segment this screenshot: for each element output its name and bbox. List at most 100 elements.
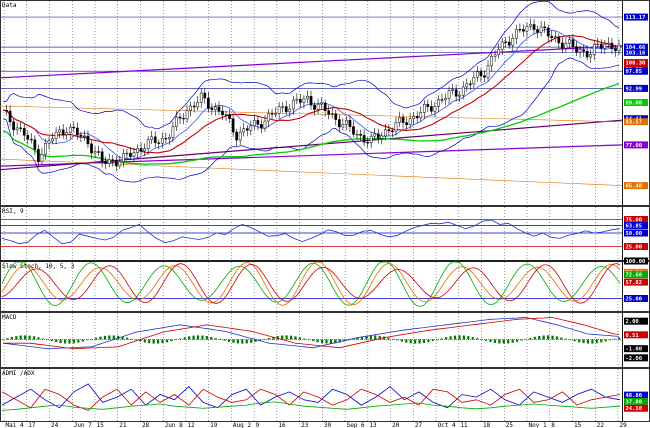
x-tick-label-7: Jun 8 — [165, 422, 183, 428]
price-candle-70 — [249, 125, 253, 131]
x-tick-label-18: 27 — [415, 422, 423, 428]
price-candle-72 — [256, 120, 260, 125]
price-candle-54 — [192, 105, 196, 108]
price-candle-13 — [47, 140, 51, 144]
price-candle-47 — [168, 136, 171, 140]
macd-hist-bar-133 — [591, 339, 594, 344]
bollinger-upper — [2, 0, 620, 130]
macd-hist-bar-8 — [37, 337, 40, 340]
macd-hist-bar-99 — [440, 338, 443, 340]
macd-hist-bar-115 — [511, 339, 514, 343]
price-candle-74 — [263, 120, 267, 129]
price-candle-92 — [327, 110, 331, 115]
price-candle-159 — [564, 43, 568, 49]
macd-hist-bar-137 — [609, 339, 612, 341]
macd-hist-bar-110 — [489, 339, 492, 342]
channel-lower-line — [0, 144, 623, 167]
price-candle-140 — [497, 49, 500, 56]
price-candle-64 — [228, 114, 231, 119]
level-tag-0-1 — [624, 43, 648, 51]
macd-hist-bar-88 — [391, 339, 395, 340]
x-tick-label-25: 15 — [574, 422, 582, 428]
macd-hist-bar-36 — [161, 339, 164, 344]
level-tag-2-4 — [624, 295, 648, 302]
level-label-0-3: 100.30 — [626, 61, 646, 67]
price-candle-16 — [58, 129, 61, 133]
price-candle-85 — [302, 98, 306, 103]
price-candle-66 — [235, 131, 239, 141]
macd-hist-bar-41 — [183, 337, 186, 340]
macd-hist-bar-128 — [569, 339, 572, 341]
level-tag-2-3 — [624, 278, 648, 286]
macd-hist-bar-45 — [201, 335, 204, 340]
level-tag-1-2 — [624, 229, 648, 237]
price-candle-150 — [532, 24, 536, 30]
price-candle-121 — [430, 106, 433, 112]
level-tag-0-7 — [624, 99, 648, 106]
price-candle-96 — [341, 124, 345, 128]
price-candle-73 — [260, 124, 263, 129]
macd-hist-bar-3 — [15, 336, 18, 340]
price-candle-105 — [373, 133, 377, 137]
bollinger-lower — [2, 57, 620, 183]
macd-hist-bar-58 — [258, 339, 262, 341]
price-candle-136 — [483, 75, 486, 78]
price-candle-98 — [348, 119, 352, 127]
price-candle-2 — [8, 110, 12, 123]
price-candle-101 — [359, 133, 362, 136]
macd-hist-bar-46 — [205, 336, 208, 340]
price-candle-14 — [51, 138, 54, 142]
price-candle-18 — [65, 132, 69, 136]
level-label-1-3: 25.00 — [626, 245, 643, 251]
price-candle-75 — [267, 113, 270, 122]
price-candle-94 — [334, 113, 338, 120]
price-candle-169 — [599, 43, 603, 49]
x-tick-label-19: Oct 4 — [438, 422, 456, 428]
price-candle-34 — [122, 153, 125, 162]
level-tag-0-3 — [624, 59, 648, 67]
price-candle-119 — [422, 104, 426, 113]
price-candle-19 — [68, 126, 72, 133]
macd-hist-bar-0 — [1, 339, 5, 341]
price-candle-139 — [493, 54, 497, 57]
price-candle-91 — [323, 102, 327, 111]
price-candle-90 — [320, 102, 323, 105]
macd-hist-bar-87 — [387, 337, 390, 340]
macd-hist-bar-35 — [157, 339, 160, 344]
level-tag-4-2 — [624, 404, 648, 412]
macd-hist-bar-94 — [418, 339, 421, 344]
macd-hist-bar-59 — [263, 339, 266, 340]
price-candle-155 — [550, 35, 554, 39]
macd-hist-bar-81 — [360, 336, 364, 340]
rsi-line — [1, 219, 621, 245]
stoch-line-1 — [1, 261, 621, 306]
macd-hist-bar-124 — [551, 335, 554, 340]
price-candle-131 — [465, 83, 469, 88]
panel-title-2: Slow Stoch, 10, 5, 3 — [2, 263, 75, 270]
panel-frame-2 — [0, 261, 623, 312]
macd-hist-bar-76 — [338, 339, 341, 343]
fib-line-lower — [0, 158, 623, 186]
macd-hist-bar-13 — [59, 339, 62, 344]
x-tick-label-6: 28 — [142, 422, 150, 428]
price-candle-9 — [33, 139, 37, 150]
macd-hist-bar-18 — [81, 339, 84, 342]
level-tag-3-0 — [624, 317, 648, 325]
level-tag-1-0 — [624, 216, 648, 223]
price-candle-27 — [97, 151, 100, 153]
price-candle-151 — [536, 29, 539, 33]
level-label-2-4: 25.00 — [626, 297, 643, 303]
price-candle-174 — [617, 44, 621, 52]
macd-hist-bar-54 — [241, 339, 244, 344]
macd-hist-bar-42 — [188, 336, 191, 340]
macd-hist-bar-113 — [502, 339, 505, 344]
price-candle-162 — [575, 46, 578, 53]
macd-hist-bar-62 — [276, 336, 279, 340]
macd-hist-bar-109 — [484, 339, 488, 341]
macd-hist-bar-103 — [458, 335, 461, 340]
macd-hist-bar-91 — [405, 339, 408, 343]
macd-hist-bar-106 — [471, 337, 474, 340]
price-candle-156 — [553, 36, 557, 39]
